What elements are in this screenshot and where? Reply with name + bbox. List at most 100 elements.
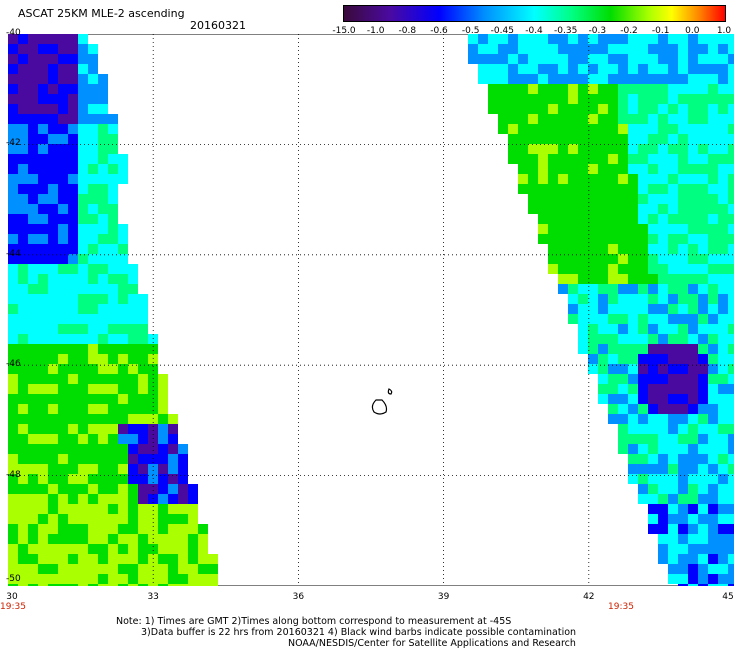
swath-pixel	[588, 114, 598, 124]
swath-pixel	[188, 564, 198, 574]
swath-pixel	[108, 224, 118, 234]
swath-pixel	[498, 124, 508, 134]
swath-pixel	[698, 84, 708, 94]
swath-pixel	[78, 364, 88, 374]
swath-pixel	[68, 164, 78, 174]
swath-pixel	[18, 154, 28, 164]
swath-pixel	[528, 144, 538, 154]
swath-pixel	[698, 554, 708, 564]
swath-pixel	[108, 134, 118, 144]
swath-pixel	[68, 54, 78, 64]
swath-pixel	[18, 434, 28, 444]
swath-pixel	[628, 474, 638, 484]
swath-pixel	[678, 484, 688, 494]
swath-pixel	[578, 274, 588, 284]
swath-pixel	[158, 414, 168, 424]
swath-pixel	[528, 184, 538, 194]
swath-pixel	[698, 494, 708, 504]
swath-pixel	[678, 144, 688, 154]
swath-pixel	[698, 74, 708, 84]
swath-pixel	[8, 74, 18, 84]
swath-pixel	[538, 54, 548, 64]
swath-pixel	[48, 54, 58, 64]
swath-pixel	[98, 344, 108, 354]
swath-pixel	[78, 44, 88, 54]
swath-pixel	[18, 474, 28, 484]
swath-pixel	[38, 504, 48, 514]
swath-pixel	[688, 234, 698, 244]
note-line-2: 3)Data buffer is 22 hrs from 20160321 4)…	[141, 627, 577, 638]
swath-pixel	[728, 184, 734, 194]
swath-pixel	[638, 234, 648, 244]
swath-pixel	[588, 314, 598, 324]
swath-pixel	[18, 264, 28, 274]
swath-pixel	[598, 114, 608, 124]
swath-pixel	[708, 574, 718, 584]
swath-pixel	[558, 144, 568, 154]
swath-pixel	[88, 364, 98, 374]
swath-pixel	[518, 174, 528, 184]
swath-pixel	[98, 144, 108, 154]
swath-pixel	[598, 374, 608, 384]
swath-pixel	[578, 34, 588, 44]
swath-pixel	[718, 444, 728, 454]
swath-pixel	[88, 204, 98, 214]
swath-pixel	[608, 84, 618, 94]
swath-pixel	[588, 164, 598, 174]
swath-pixel	[8, 204, 18, 214]
swath-pixel	[628, 314, 638, 324]
swath-pixel	[98, 224, 108, 234]
swath-pixel	[628, 454, 638, 464]
swath-pixel	[58, 374, 68, 384]
swath-pixel	[598, 324, 608, 334]
swath-pixel	[138, 364, 148, 374]
swath-pixel	[8, 104, 18, 114]
swath-pixel	[688, 94, 698, 104]
swath-pixel	[38, 44, 48, 54]
swath-pixel	[98, 374, 108, 384]
swath-pixel	[568, 74, 578, 84]
swath-pixel	[708, 54, 718, 64]
swath-pixel	[68, 504, 78, 514]
swath-pixel	[18, 454, 28, 464]
swath-pixel	[598, 74, 608, 84]
swath-pixel	[648, 264, 658, 274]
swath-pixel	[668, 374, 678, 384]
swath-pixel	[668, 424, 678, 434]
swath-pixel	[718, 394, 728, 404]
swath-pixel	[8, 534, 18, 544]
swath-pixel	[48, 244, 58, 254]
swath-pixel	[728, 104, 734, 114]
swath-pixel	[78, 474, 88, 484]
swath-pixel	[108, 364, 118, 374]
swath-pixel	[78, 544, 88, 554]
swath-pixel	[88, 574, 98, 584]
swath-pixel	[38, 584, 48, 586]
swath-pixel	[658, 394, 668, 404]
product-date: 20160321	[190, 19, 246, 32]
swath-pixel	[718, 194, 728, 204]
swath-pixel	[558, 164, 568, 174]
swath-pixel	[68, 474, 78, 484]
swath-pixel	[38, 184, 48, 194]
swath-pixel	[688, 204, 698, 214]
swath-pixel	[118, 314, 128, 324]
swath-pixel	[88, 464, 98, 474]
swath-pixel	[518, 54, 528, 64]
swath-pixel	[58, 114, 68, 124]
swath-pixel	[68, 264, 78, 274]
swath-pixel	[78, 524, 88, 534]
swath-pixel	[718, 554, 728, 564]
swath-pixel	[608, 64, 618, 74]
swath-pixel	[548, 74, 558, 84]
swath-pixel	[98, 534, 108, 544]
swath-pixel	[48, 324, 58, 334]
swath-pixel	[718, 574, 728, 584]
swath-pixel	[658, 324, 668, 334]
swath-pixel	[18, 554, 28, 564]
swath-pixel	[648, 214, 658, 224]
swath-pixel	[588, 214, 598, 224]
swath-pixel	[688, 34, 698, 44]
swath-pixel	[38, 404, 48, 414]
swath-pixel	[78, 64, 88, 74]
